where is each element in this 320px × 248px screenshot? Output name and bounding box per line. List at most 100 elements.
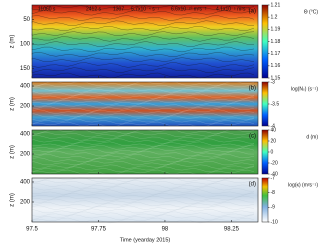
texture bbox=[31, 138, 255, 144]
texture bbox=[31, 10, 255, 16]
texture bbox=[31, 186, 255, 192]
texture bbox=[31, 163, 255, 169]
annotation: 2412 s bbox=[86, 6, 102, 12]
heatmap-image bbox=[32, 130, 258, 174]
colorbar-tick-label: 0 bbox=[271, 149, 274, 155]
texture bbox=[31, 141, 255, 147]
texture bbox=[31, 87, 255, 93]
texture bbox=[31, 147, 255, 153]
texture bbox=[31, 166, 255, 172]
texture bbox=[31, 106, 255, 112]
texture bbox=[31, 112, 255, 118]
y-tick-label: 200 bbox=[20, 104, 31, 110]
texture bbox=[31, 132, 255, 138]
colorbar-tick-label: -7 bbox=[271, 175, 276, 181]
colorbar-tick-label: -9 bbox=[271, 205, 276, 211]
texture bbox=[31, 150, 255, 157]
texture bbox=[31, 46, 255, 53]
panel-label: (b) bbox=[249, 86, 256, 92]
colorbar-label: Θ (°C) bbox=[304, 9, 319, 15]
y-tick-label: 400 bbox=[20, 84, 31, 90]
colorbar-tick-label: -3.5 bbox=[271, 101, 280, 107]
texture bbox=[31, 202, 255, 208]
y-tick-label: 400 bbox=[20, 180, 31, 186]
colorbar-label: d (m) bbox=[306, 134, 318, 140]
texture bbox=[31, 183, 255, 189]
texture bbox=[31, 135, 255, 141]
texture bbox=[31, 109, 255, 115]
x-tick-label: 98 bbox=[162, 227, 169, 233]
texture bbox=[31, 211, 255, 217]
texture bbox=[31, 84, 255, 90]
texture bbox=[31, 31, 255, 36]
texture bbox=[31, 180, 255, 186]
y-tick-label: 400 bbox=[20, 132, 31, 138]
colorbar bbox=[261, 177, 269, 223]
y-axis-label: z (m) bbox=[10, 97, 16, 111]
colorbar bbox=[261, 4, 269, 79]
y-tick-label: 50 bbox=[23, 17, 30, 23]
texture bbox=[31, 205, 255, 211]
texture bbox=[31, 121, 255, 128]
texture bbox=[31, 118, 255, 124]
panel-label: (d) bbox=[249, 182, 256, 188]
colorbar-tick-label: 20 bbox=[271, 138, 277, 144]
texture bbox=[31, 217, 255, 224]
colorbar-tick-label: -20 bbox=[271, 160, 278, 166]
colorbar-label: log(Nₛ) (s⁻¹) bbox=[291, 86, 318, 92]
colorbar-tick-label: -8 bbox=[271, 190, 276, 196]
heatmap-image bbox=[32, 82, 258, 126]
texture bbox=[31, 198, 255, 205]
colorbar-tick-label: 1.21 bbox=[271, 2, 281, 8]
colorbar-tick-label: 1.19 bbox=[271, 27, 281, 33]
colorbar bbox=[261, 81, 269, 127]
heatmap-image bbox=[32, 178, 258, 222]
colorbar-tick-label: 1.16 bbox=[271, 63, 281, 69]
texture bbox=[31, 160, 255, 166]
y-tick-label: 200 bbox=[20, 152, 31, 158]
colorbar-tick-label: -40 bbox=[271, 171, 278, 177]
colorbar-tick-label: -4 bbox=[271, 123, 276, 129]
colorbar-tick-label: 1.15 bbox=[271, 75, 281, 81]
texture bbox=[31, 15, 255, 21]
texture bbox=[31, 97, 255, 102]
texture bbox=[31, 20, 255, 26]
texture bbox=[31, 195, 255, 201]
texture bbox=[31, 169, 255, 176]
texture bbox=[31, 57, 255, 62]
colorbar-label: log(κ) (m²s⁻¹) bbox=[288, 182, 318, 188]
texture bbox=[31, 5, 255, 10]
panel-label: (a) bbox=[249, 9, 256, 15]
colorbar-tick-label: 1.18 bbox=[271, 39, 281, 45]
colorbar-tick-label: 1.2 bbox=[271, 14, 278, 20]
annotation: 1307 bbox=[113, 6, 124, 12]
y-axis-label: z (m) bbox=[10, 193, 16, 207]
texture bbox=[31, 67, 255, 73]
texture bbox=[31, 93, 255, 99]
y-tick-label: 100 bbox=[20, 42, 31, 48]
annotation: 6.6x10⁻¹⁰ m²s⁻³ bbox=[171, 6, 207, 12]
y-tick-label: 150 bbox=[20, 66, 31, 72]
x-tick-label: 98.25 bbox=[224, 227, 240, 233]
texture bbox=[31, 208, 255, 214]
colorbar-tick-label: 1.17 bbox=[271, 51, 281, 57]
panel-label: (c) bbox=[249, 134, 256, 140]
y-axis-label: z (m) bbox=[10, 35, 16, 49]
texture bbox=[31, 62, 255, 68]
texture bbox=[31, 36, 255, 42]
x-tick-label: 97.75 bbox=[91, 227, 107, 233]
panel-frame bbox=[31, 81, 259, 127]
texture bbox=[31, 26, 255, 31]
panel-frame bbox=[31, 177, 259, 223]
panel-frame bbox=[31, 4, 259, 79]
texture bbox=[31, 90, 255, 96]
texture bbox=[31, 214, 255, 220]
annotation: 4.1x10⁻⁵ m²s⁻¹ bbox=[216, 6, 250, 12]
texture bbox=[31, 72, 255, 79]
y-tick-label: 200 bbox=[20, 200, 31, 206]
x-axis-label: Time (yearday 2015) bbox=[120, 237, 171, 243]
colorbar bbox=[261, 129, 269, 175]
texture bbox=[31, 157, 255, 163]
annotation: 11060 s bbox=[38, 6, 56, 12]
colorbar-tick-label: -3 bbox=[271, 79, 276, 85]
